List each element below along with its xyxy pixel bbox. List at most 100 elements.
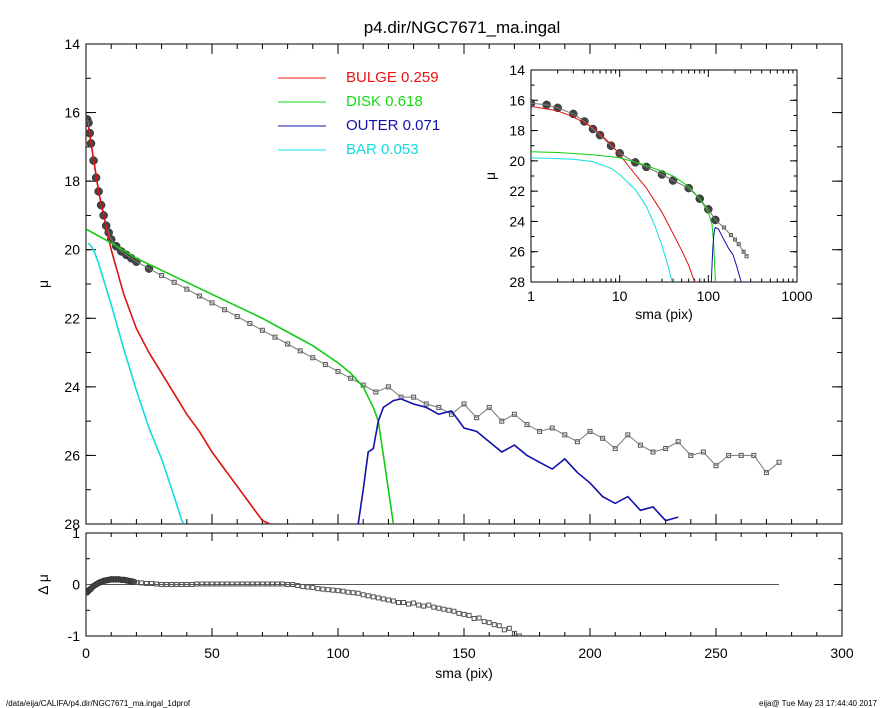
- data-point: [373, 389, 379, 395]
- y-tick-label: 14: [509, 62, 525, 78]
- data-point: [199, 581, 205, 587]
- data-point: [426, 602, 432, 608]
- data-point: [169, 582, 175, 587]
- plot-area: [86, 576, 522, 636]
- data-point: [348, 375, 354, 381]
- data-point: [395, 600, 401, 606]
- data-point: [744, 254, 749, 259]
- y-axis-label: Δ μ: [35, 574, 51, 595]
- data-point: [741, 249, 746, 254]
- data-point: [637, 442, 643, 448]
- data-point: [486, 404, 492, 410]
- data-point: [471, 615, 477, 621]
- y-tick-label: 22: [64, 310, 80, 326]
- data-point: [476, 615, 482, 621]
- data-point: [481, 619, 487, 625]
- y-tick-label: 1: [72, 525, 80, 541]
- data-point: [229, 581, 235, 587]
- data-point: [143, 580, 149, 586]
- bar-component-line: [531, 157, 673, 282]
- data-point: [310, 355, 316, 361]
- data-point: [537, 428, 543, 434]
- data-point: [451, 608, 457, 614]
- data-point: [612, 446, 618, 452]
- x-axis-label: sma (pix): [635, 306, 693, 322]
- data-point: [501, 627, 507, 633]
- plot-frame: [85, 43, 843, 525]
- y-tick-label: 22: [509, 183, 525, 199]
- chart-title: p4.dir/NGC7671_ma.ingal: [364, 18, 561, 37]
- x-tick-label: 150: [452, 645, 476, 661]
- data-point: [688, 452, 694, 458]
- x-tick-label: 50: [204, 645, 220, 661]
- data-point: [431, 604, 437, 610]
- data-point: [239, 581, 245, 587]
- bar-legend-label: BAR 0.053: [346, 141, 419, 158]
- data-point: [280, 581, 286, 587]
- disk-component-line: [86, 228, 395, 524]
- data-point: [763, 470, 769, 476]
- y-tick-label: 28: [509, 274, 525, 290]
- data-point: [375, 595, 381, 601]
- data-point: [133, 579, 139, 585]
- data-point: [406, 601, 412, 607]
- x-tick-label: 200: [578, 645, 602, 661]
- y-axis-label: μ: [482, 172, 498, 180]
- bulge-component-line: [531, 105, 696, 282]
- main-plot-panel: 14 16 18 20 22 24 26 28 μ: [35, 36, 843, 532]
- data-point: [380, 596, 386, 602]
- y-tick-label: -1: [68, 628, 81, 644]
- data-point: [295, 583, 301, 589]
- y-axis-label: μ: [35, 280, 51, 288]
- data-point: [461, 401, 467, 407]
- data-point: [300, 584, 306, 590]
- data-point: [204, 581, 210, 587]
- data-point: [421, 603, 427, 609]
- data-point: [411, 600, 417, 606]
- data-point: [340, 588, 346, 594]
- data-point: [385, 384, 391, 390]
- data-point: [700, 449, 706, 455]
- data-point: [174, 582, 180, 587]
- disk-component-line: [531, 151, 716, 282]
- data-point: [154, 581, 160, 587]
- data-point: [549, 425, 555, 431]
- y-tick-label: 18: [64, 173, 80, 189]
- data-point: [733, 237, 738, 242]
- data-point: [562, 432, 568, 438]
- data-point: [330, 587, 336, 593]
- data-point: [264, 581, 270, 587]
- data-point: [385, 597, 391, 603]
- data-point: [305, 584, 311, 590]
- footer-timestamp: eija@ Tue May 23 17:44:40 2017: [759, 699, 878, 708]
- data-point: [149, 580, 155, 586]
- data-point: [675, 439, 681, 445]
- data-point: [441, 606, 447, 612]
- y-tick-label: 24: [509, 213, 525, 229]
- data-point: [436, 605, 442, 611]
- data-point: [249, 581, 255, 587]
- data-point: [516, 633, 522, 636]
- data-point: [650, 449, 656, 455]
- data-point: [335, 588, 341, 594]
- data-point: [297, 348, 303, 354]
- data-point: [721, 225, 726, 230]
- data-point: [506, 625, 512, 631]
- x-tick-label: 1: [527, 288, 535, 304]
- data-point: [713, 463, 719, 469]
- x-tick-label: 300: [830, 645, 854, 661]
- y-tick-label: 16: [509, 92, 525, 108]
- data-point: [184, 582, 190, 587]
- data-point: [325, 587, 331, 593]
- y-tick-label: 28: [64, 516, 80, 532]
- data-point: [322, 362, 328, 368]
- y-tick-label: 20: [509, 153, 525, 169]
- data-point: [511, 630, 517, 636]
- data-point: [320, 586, 326, 592]
- data-point: [625, 432, 631, 438]
- data-point: [663, 446, 669, 452]
- y-tick-label: 18: [509, 123, 525, 139]
- data-point: [272, 334, 278, 340]
- data-point: [244, 581, 250, 587]
